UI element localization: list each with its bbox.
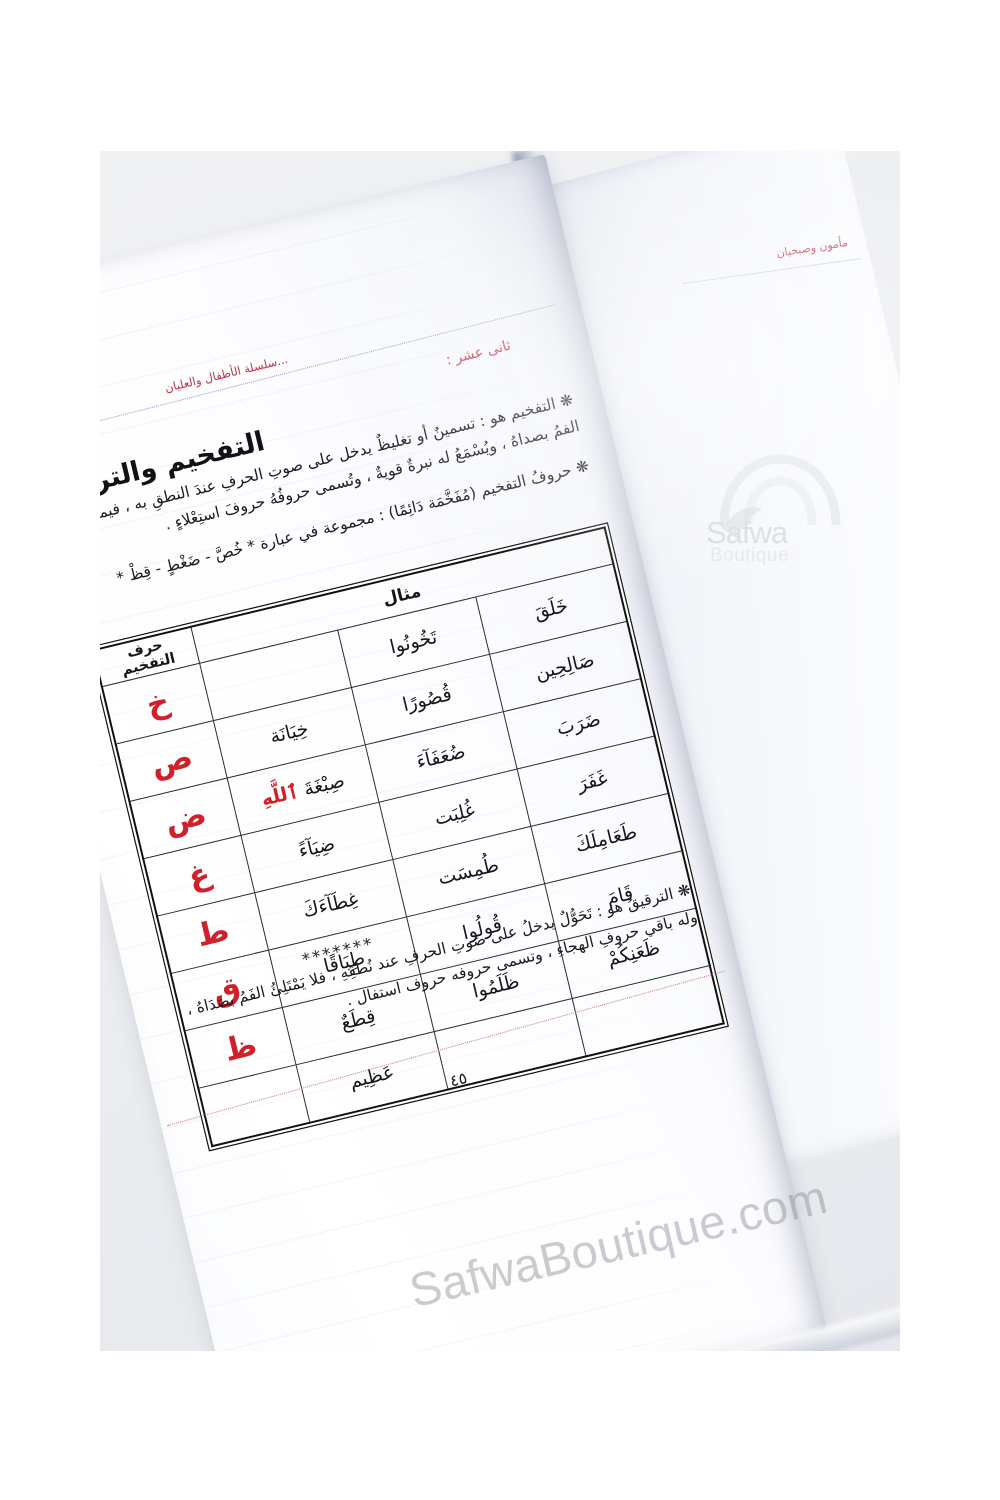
photo-backdrop: مأمون وصبحيان ...سلسلة الأطفال والعليان … (100, 151, 900, 1351)
open-book: مأمون وصبحيان ...سلسلة الأطفال والعليان … (100, 151, 900, 1351)
lesson-number: ثانى عشر : (444, 337, 513, 369)
right-page-header-rule (683, 257, 862, 284)
right-page-running-head: مأمون وصبحيان (775, 235, 849, 261)
word-allah: ٱللَّهِ (259, 780, 301, 811)
tafkheem-letters-table: مثال حرف التفخيم خَلَقَ تَخُونُوا خ صَالِحِ… (100, 526, 725, 1148)
